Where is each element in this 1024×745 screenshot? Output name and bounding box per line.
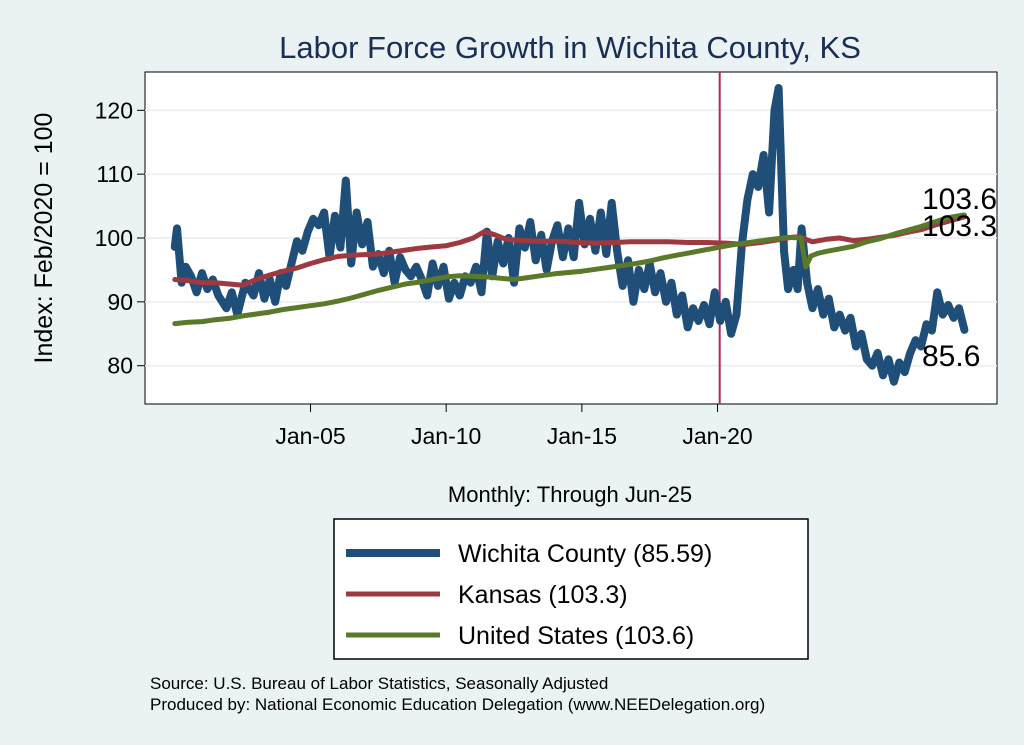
gridlines [145, 109, 997, 367]
x-tick-label: Jan-20 [682, 423, 752, 449]
series-line [172, 212, 967, 327]
x-axis-ticks: Jan-05 Jan-10 Jan-15 Jan-20 [275, 404, 753, 449]
y-tick-label: 110 [96, 161, 133, 187]
y-axis-ticks: 80 90 100 110 120 [95, 97, 145, 379]
y-tick-label: 120 [95, 97, 133, 123]
x-tick-label: Jan-05 [275, 423, 345, 449]
end-label: 103.3 [922, 210, 997, 243]
x-axis-label: Monthly: Through Jun-25 [448, 482, 692, 507]
legend: Wichita County (85.59) Kansas (103.3) Unit… [346, 540, 712, 650]
x-tick-label: Jan-10 [411, 423, 481, 449]
legend-label: United States (103.6) [458, 622, 694, 650]
series-line [170, 84, 969, 386]
y-tick-label: 80 [107, 353, 133, 379]
y-tick-label: 90 [107, 289, 133, 315]
end-label: 85.6 [922, 340, 980, 373]
series-line [172, 214, 967, 288]
chart-title: Labor Force Growth in Wichita County, KS [279, 30, 861, 65]
legend-label: Wichita County (85.59) [458, 540, 712, 568]
produced-by-note: Produced by: National Economic Education… [150, 695, 765, 714]
legend-label: Kansas (103.3) [458, 581, 628, 609]
x-tick-label: Jan-15 [547, 423, 617, 449]
series-lines [170, 84, 969, 386]
source-note: Source: U.S. Bureau of Labor Statistics,… [150, 674, 608, 693]
end-label: 103.6 [922, 183, 997, 216]
y-axis-label: Index: Feb/2020 = 100 [30, 113, 58, 364]
y-tick-label: 100 [95, 225, 133, 251]
